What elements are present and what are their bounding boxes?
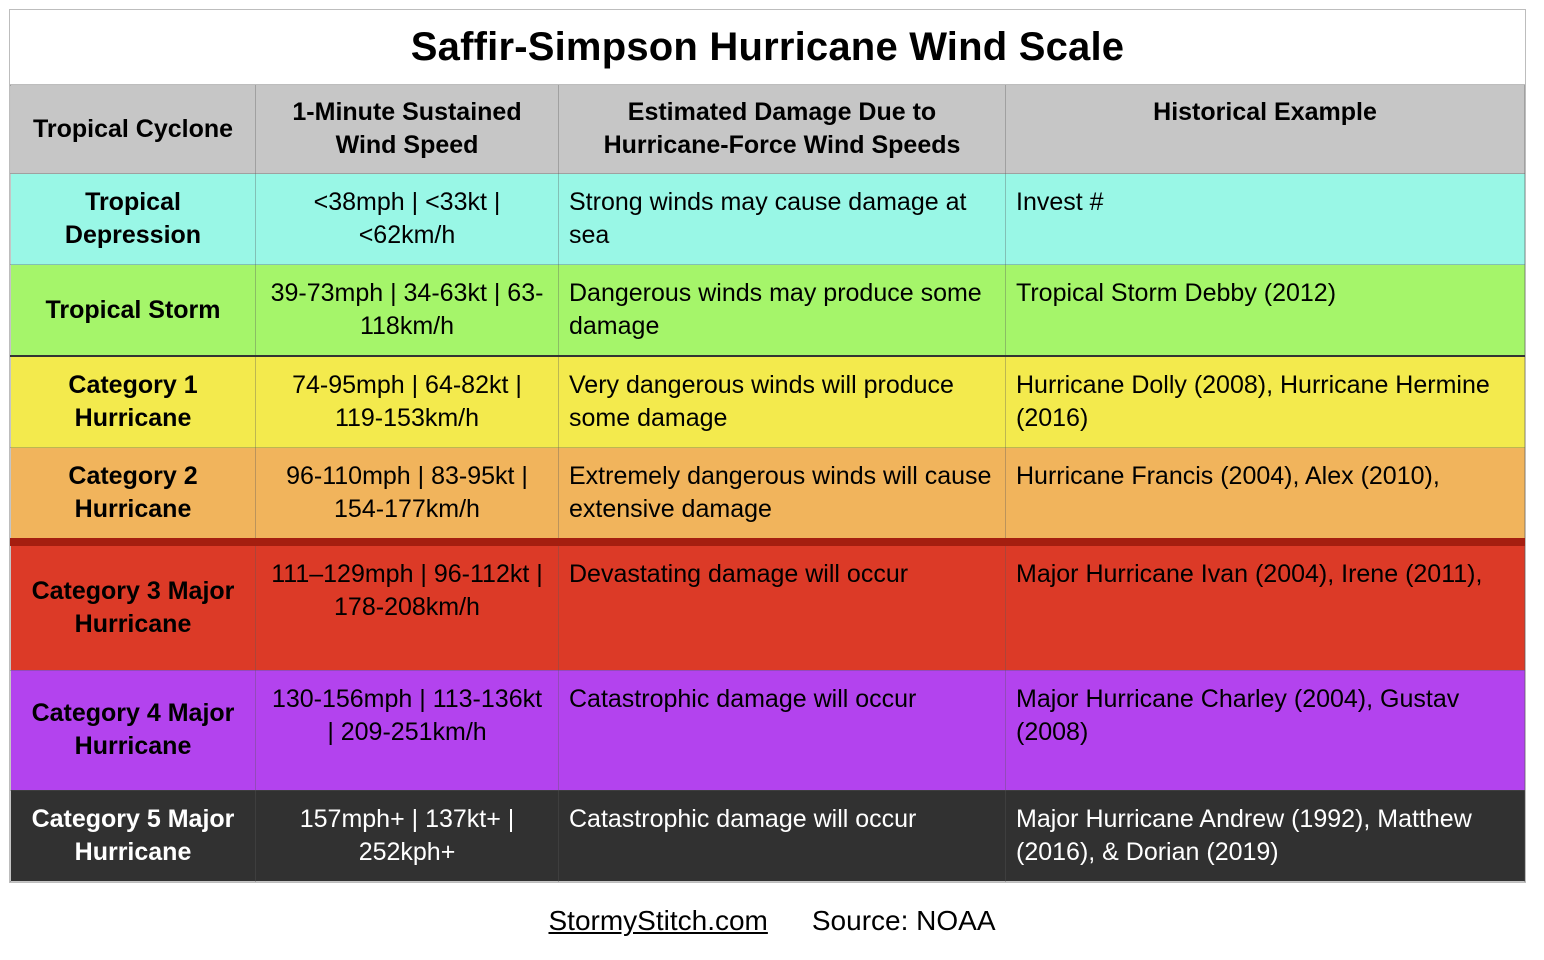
wind-speed-cell: 96-110mph | 83-95kt | 154-177km/h [255,447,559,543]
damage-cell: Strong winds may cause damage at sea [558,173,1006,265]
row-category-2: Category 2 Hurricane 96-110mph | 83-95kt… [10,447,1525,543]
header-estimated-damage: Estimated Damage Due to Hurricane-Force … [558,85,1006,174]
damage-cell: Catastrophic damage will occur [558,669,1006,791]
row-tropical-depression: Tropical Depression <38mph | <33kt | <62… [10,173,1525,265]
damage-cell: Dangerous winds may produce some damage [558,264,1006,357]
category-cell: Category 5 Major Hurricane [10,789,256,882]
footer: StormyStitch.com Source: NOAA [0,905,1544,937]
wind-speed-cell: 39-73mph | 34-63kt | 63-118km/h [255,264,559,357]
damage-cell: Extremely dangerous winds will cause ext… [558,447,1006,543]
category-cell: Category 3 Major Hurricane [10,538,256,671]
category-cell: Category 2 Hurricane [10,447,256,543]
example-cell: Invest # [1005,173,1525,265]
source-label: Source: NOAA [811,905,996,936]
wind-speed-cell: <38mph | <33kt | <62km/h [255,173,559,265]
row-category-3: Category 3 Major Hurricane 111–129mph | … [10,538,1525,671]
damage-cell: Very dangerous winds will produce some d… [558,355,1006,448]
wind-speed-cell: 74-95mph | 64-82kt | 119-153km/h [255,355,559,448]
example-cell: Hurricane Francis (2004), Alex (2010), [1005,447,1525,543]
example-cell: Major Hurricane Andrew (1992), Matthew (… [1005,789,1525,882]
page-title: Saffir-Simpson Hurricane Wind Scale [10,10,1525,85]
category-cell: Category 1 Hurricane [10,355,256,448]
row-category-4: Category 4 Major Hurricane 130-156mph | … [10,669,1525,791]
wind-speed-cell: 130-156mph | 113-136kt | 209-251km/h [255,669,559,791]
example-cell: Hurricane Dolly (2008), Hurricane Hermin… [1005,355,1525,448]
row-category-1: Category 1 Hurricane 74-95mph | 64-82kt … [10,355,1525,448]
example-cell: Major Hurricane Charley (2004), Gustav (… [1005,669,1525,791]
wind-speed-cell: 157mph+ | 137kt+ | 252kph+ [255,789,559,882]
site-link[interactable]: StormyStitch.com [548,905,768,936]
header-wind-speed: 1-Minute Sustained Wind Speed [255,85,559,174]
header-tropical-cyclone: Tropical Cyclone [10,85,256,174]
header-historical-example: Historical Example [1005,85,1525,174]
category-cell: Category 4 Major Hurricane [10,669,256,791]
damage-cell: Devastating damage will occur [558,538,1006,671]
category-cell: Tropical Depression [10,173,256,265]
example-cell: Tropical Storm Debby (2012) [1005,264,1525,357]
example-cell: Major Hurricane Ivan (2004), Irene (2011… [1005,538,1525,671]
row-category-5: Category 5 Major Hurricane 157mph+ | 137… [10,789,1525,882]
scale-card: Saffir-Simpson Hurricane Wind Scale Trop… [9,9,1526,883]
row-tropical-storm: Tropical Storm 39-73mph | 34-63kt | 63-1… [10,264,1525,357]
wind-speed-cell: 111–129mph | 96-112kt | 178-208km/h [255,538,559,671]
category-cell: Tropical Storm [10,264,256,357]
damage-cell: Catastrophic damage will occur [558,789,1006,882]
header-row: Tropical Cyclone 1-Minute Sustained Wind… [10,85,1525,174]
scale-table: Tropical Cyclone 1-Minute Sustained Wind… [10,85,1525,882]
